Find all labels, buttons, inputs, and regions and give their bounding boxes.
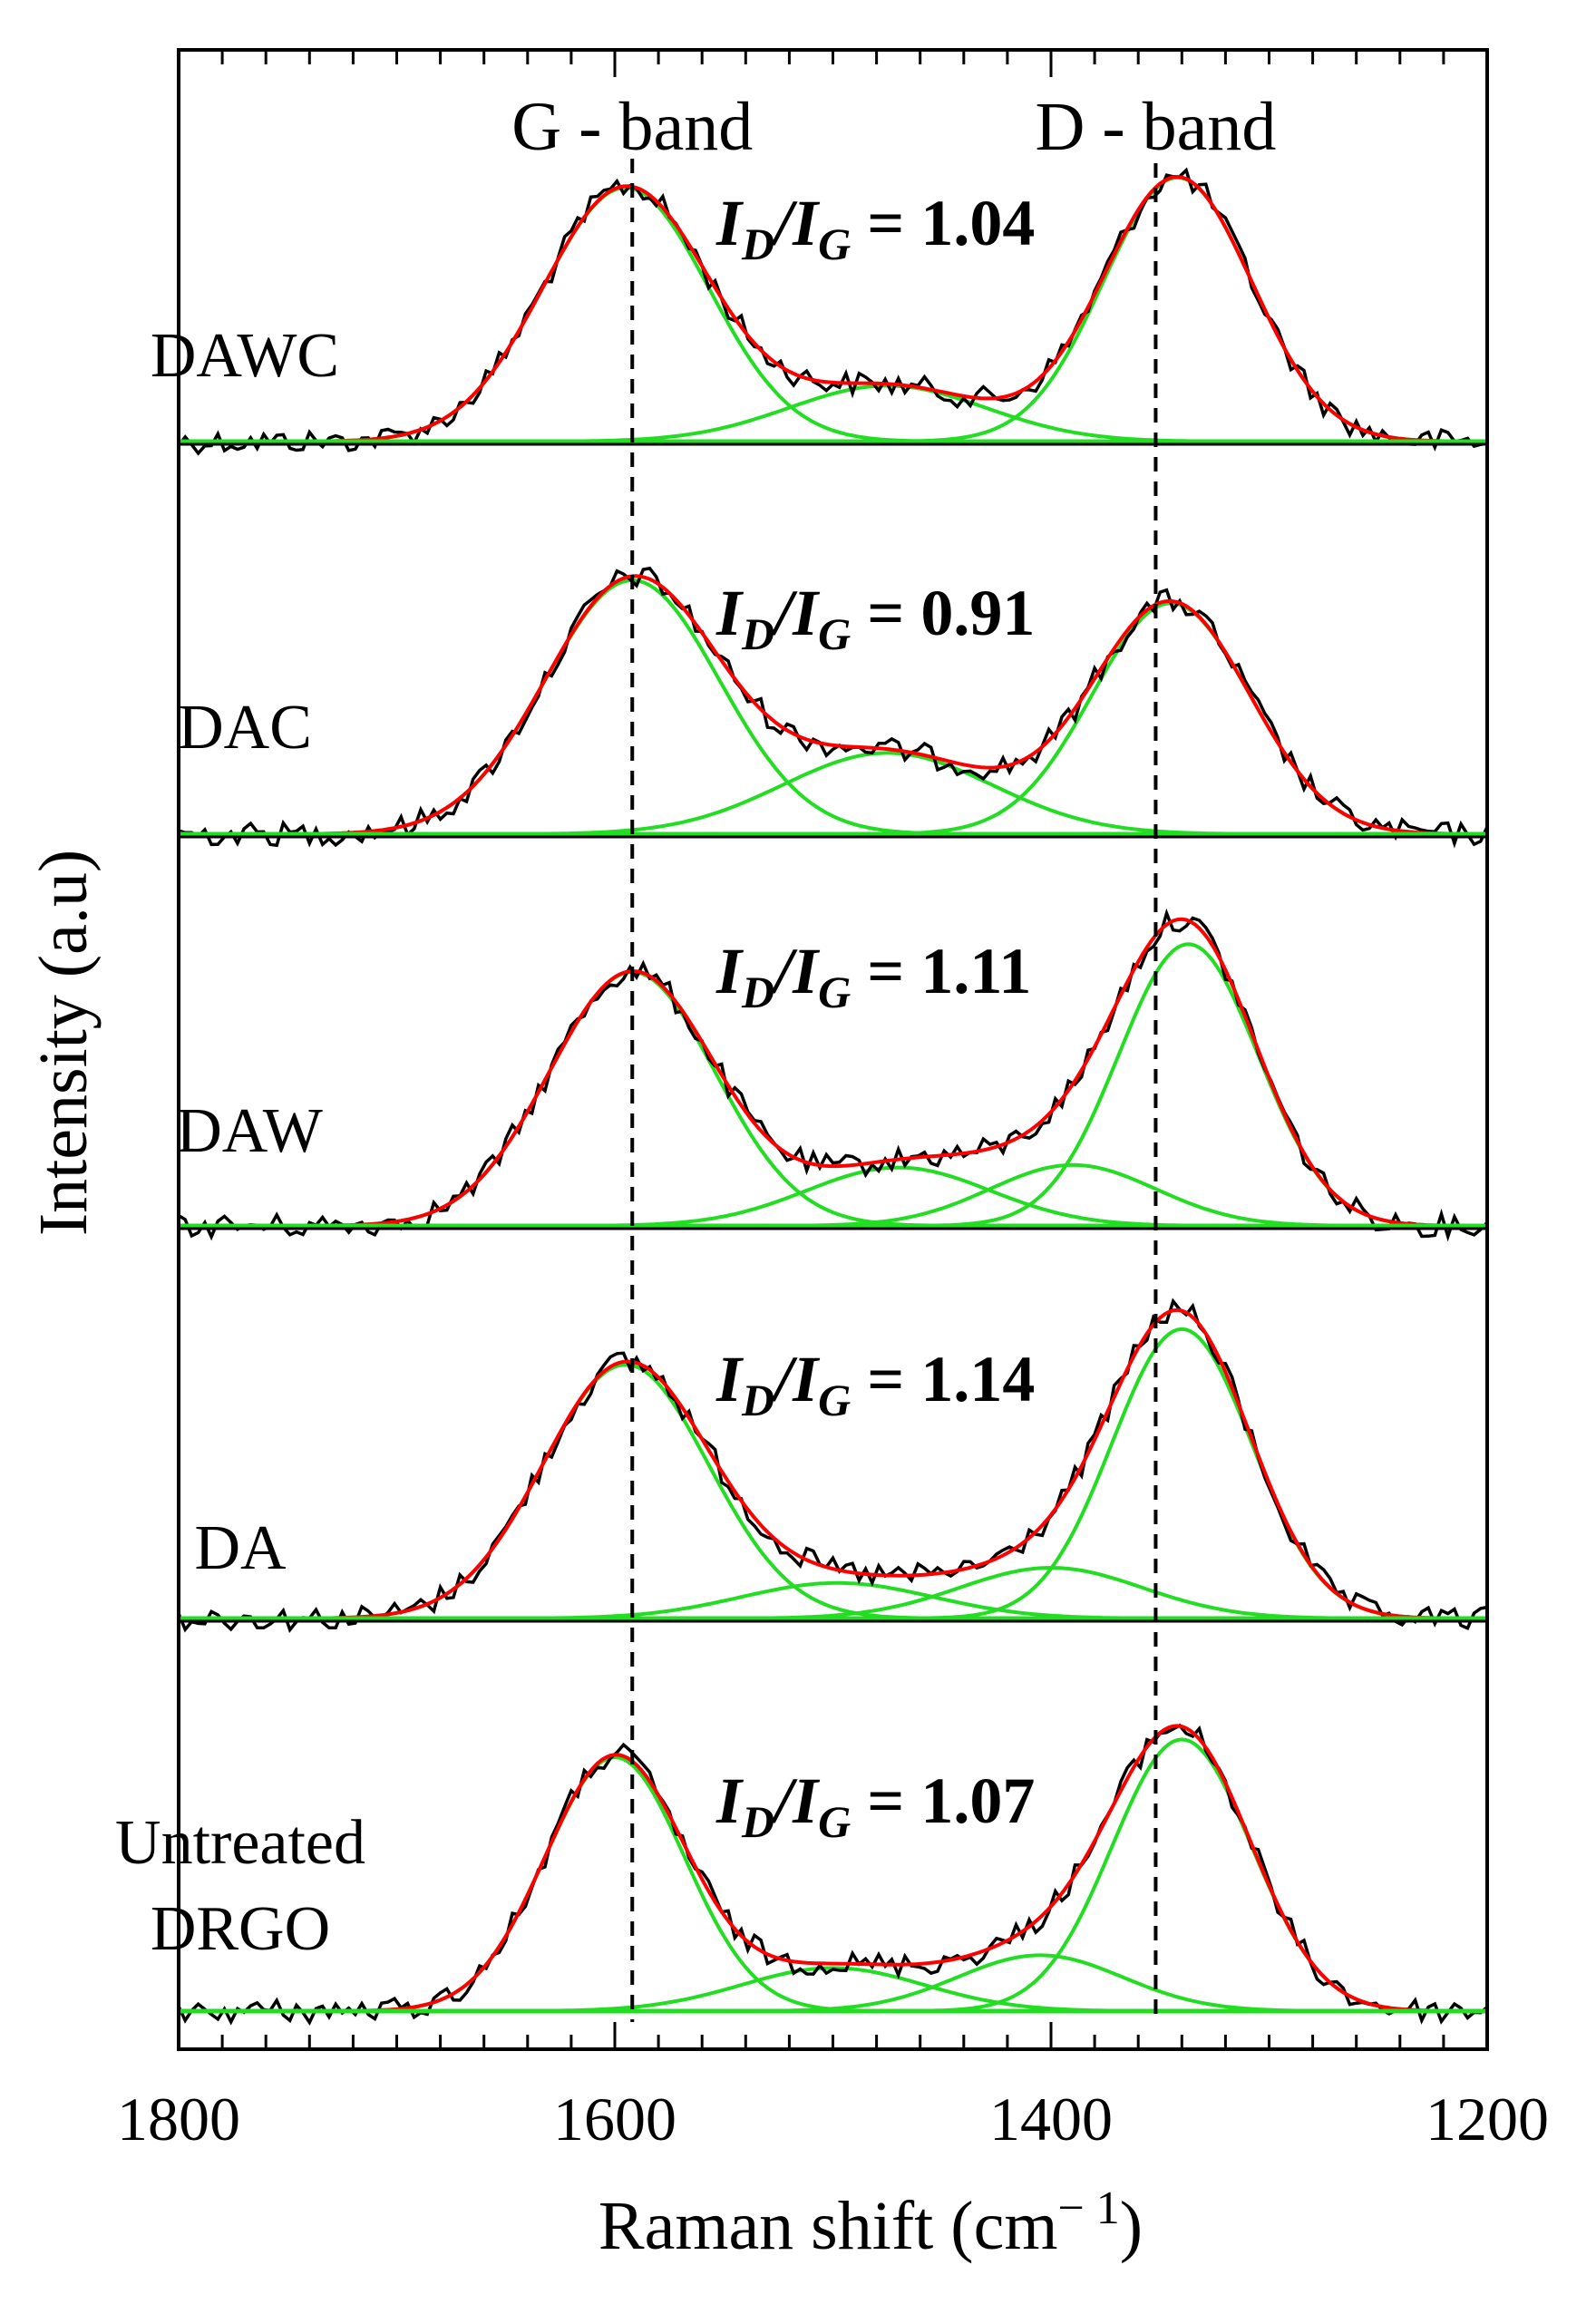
ratio-value: 1.07 [920,1764,1035,1837]
ratio-i-symbol: I [715,187,744,259]
ratio-subscript-g: G [818,219,851,269]
spectrum-panel [177,167,1488,456]
ratio-value: 0.91 [920,577,1035,649]
total-fit-curve [179,917,1487,1228]
band-label: D - band [1035,89,1276,165]
ratio-value: 1.14 [920,1343,1035,1415]
x-tick-label: 1600 [553,2085,676,2153]
ratio-subscript-d: D [741,967,774,1017]
total-fit-curve [179,1308,1487,1620]
x-tick-label: 1800 [117,2085,240,2153]
ratio-value: 1.04 [920,187,1035,259]
x-tick-label: 1400 [989,2085,1113,2153]
ratio-subscript-g: G [818,1375,851,1425]
total-fit-curve [179,174,1488,443]
ratio-slash-i: /I [770,1764,821,1837]
sample-label: DRGO [151,1894,330,1964]
id-ig-ratio-label: ID/IG = 1.04 [715,187,1035,269]
id-ig-ratio-label: ID/IG = 0.91 [715,577,1035,659]
ratio-equals: = [851,577,920,649]
spectrum-panel [178,908,1489,1242]
spectrum-panel [177,1298,1488,1633]
ratio-equals: = [851,1343,920,1415]
x-axis-title-close: ) [1120,2188,1143,2264]
x-axis-title: Raman shift (cm− 1) [598,2182,1143,2264]
sample-label: DAWC [151,321,339,391]
ratio-i-symbol: I [715,1343,744,1415]
reference-lines [630,159,1158,2022]
ratio-subscript-g: G [818,1796,851,1847]
ratio-subscript-d: D [741,1375,774,1425]
total-fit-curve [179,574,1487,836]
sample-label: DAC [178,693,312,763]
ratio-equals: = [851,187,920,259]
spectra-panels [177,167,1489,2026]
ratio-slash-i: /I [770,1343,821,1415]
ratio-equals: = [851,935,920,1007]
x-axis-title-unit: − 1 [1057,2182,1119,2234]
ratio-slash-i: /I [770,577,821,649]
ratio-subscript-d: D [741,219,774,269]
x-tick-label: 1200 [1426,2085,1549,2153]
band-label: G - band [511,89,753,165]
spectrum-panel [178,566,1489,849]
plot-frame [177,48,1489,2051]
ratio-slash-i: /I [770,935,821,1007]
sample-label: DAW [176,1096,323,1166]
ratio-i-symbol: I [715,577,744,649]
ratio-value: 1.11 [920,935,1031,1007]
id-ig-ratio-label: ID/IG = 1.07 [715,1764,1035,1847]
id-ig-ratio-label: ID/IG = 1.14 [715,1343,1035,1425]
ratio-i-symbol: I [715,935,744,1007]
spectrum-panel [177,1723,1489,2026]
id-ig-ratio-label: ID/IG = 1.11 [715,935,1031,1017]
ratio-slash-i: /I [770,187,821,259]
ratio-subscript-d: D [741,608,774,659]
ratio-subscript-d: D [741,1796,774,1847]
raw-spectrum-curve [178,566,1489,849]
ratio-subscript-g: G [818,967,851,1017]
sample-label: DA [194,1513,287,1583]
ratio-equals: = [851,1764,920,1837]
y-axis-title: Intensity (a.u) [25,850,102,1236]
ratio-i-symbol: I [715,1764,744,1837]
ratio-subscript-g: G [818,608,851,659]
sample-label: Untreated [115,1808,365,1878]
x-axis-title-main: Raman shift (cm [598,2188,1058,2264]
